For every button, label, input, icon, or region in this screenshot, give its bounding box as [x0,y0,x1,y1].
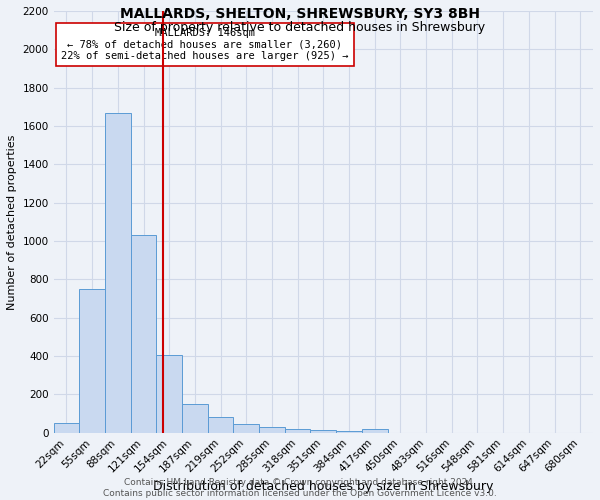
Bar [105,112,131,433]
Bar [182,404,208,433]
Bar [310,430,336,433]
Text: MALLARDS: 146sqm
← 78% of detached houses are smaller (3,260)
22% of semi-detach: MALLARDS: 146sqm ← 78% of detached house… [61,28,349,61]
Bar [53,423,79,433]
Bar [336,431,362,433]
Text: Contains HM Land Registry data © Crown copyright and database right 2024.
Contai: Contains HM Land Registry data © Crown c… [103,478,497,498]
Bar [259,427,285,433]
Bar [131,236,157,433]
Text: Size of property relative to detached houses in Shrewsbury: Size of property relative to detached ho… [115,21,485,34]
Bar [157,355,182,433]
X-axis label: Distribution of detached houses by size in Shrewsbury: Distribution of detached houses by size … [153,480,494,493]
Text: MALLARDS, SHELTON, SHREWSBURY, SY3 8BH: MALLARDS, SHELTON, SHREWSBURY, SY3 8BH [120,8,480,22]
Y-axis label: Number of detached properties: Number of detached properties [7,134,17,310]
Bar [79,289,105,433]
Bar [208,418,233,433]
Bar [233,424,259,433]
Bar [362,429,388,433]
Bar [285,429,310,433]
